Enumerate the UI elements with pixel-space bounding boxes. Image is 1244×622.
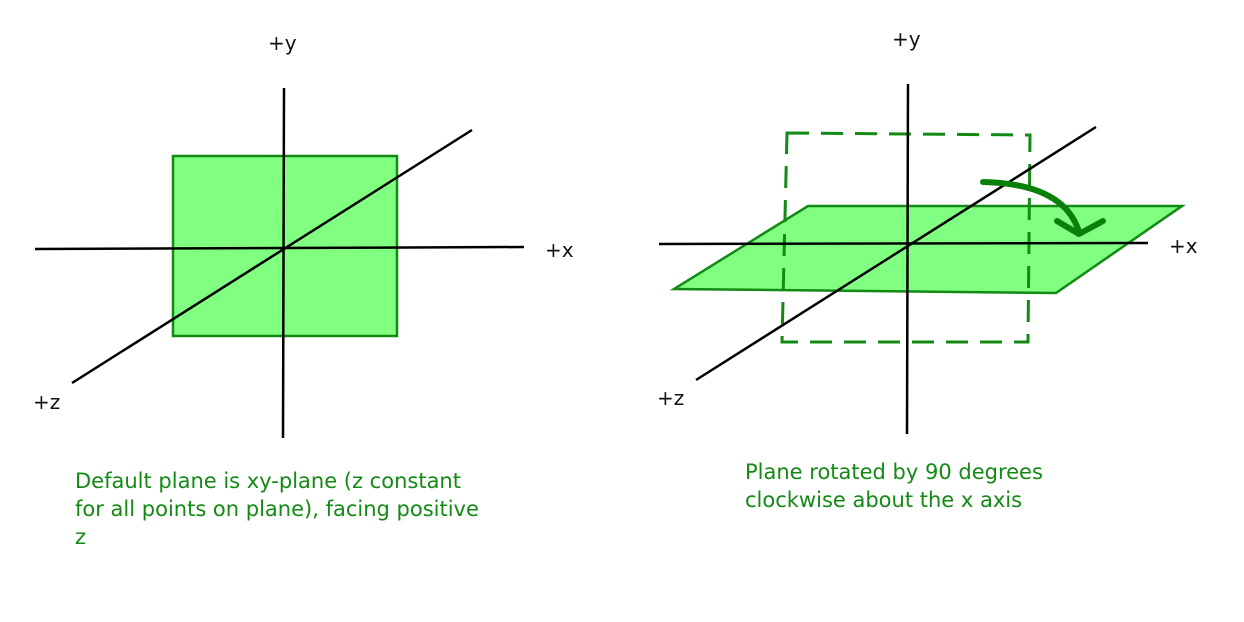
left-y-axis xyxy=(281,87,286,439)
right-x-label: +x xyxy=(1169,234,1198,258)
right-panel: +y +x +z xyxy=(657,27,1198,435)
right-caption: Plane rotated by 90 degrees clockwise ab… xyxy=(745,460,1043,512)
right-x-axis xyxy=(658,241,1149,246)
right-z-label: +z xyxy=(657,386,684,410)
left-z-axis xyxy=(71,128,473,385)
rotation-arrow xyxy=(980,179,1082,235)
right-y-label: +y xyxy=(892,27,921,51)
left-x-axis xyxy=(34,245,525,251)
default-plane xyxy=(171,154,399,338)
left-y-label: +y xyxy=(268,31,297,55)
rotated-plane xyxy=(669,204,1187,295)
left-x-label: +x xyxy=(545,238,574,262)
original-plane-outline xyxy=(780,131,1032,344)
right-z-axis xyxy=(695,125,1097,382)
left-caption: Default plane is xy-plane (z constant fo… xyxy=(75,469,479,549)
left-z-label: +z xyxy=(33,390,60,414)
left-panel: +y +x +z xyxy=(33,31,574,439)
rotation-arrowhead xyxy=(1054,218,1106,237)
right-y-axis xyxy=(905,83,910,435)
